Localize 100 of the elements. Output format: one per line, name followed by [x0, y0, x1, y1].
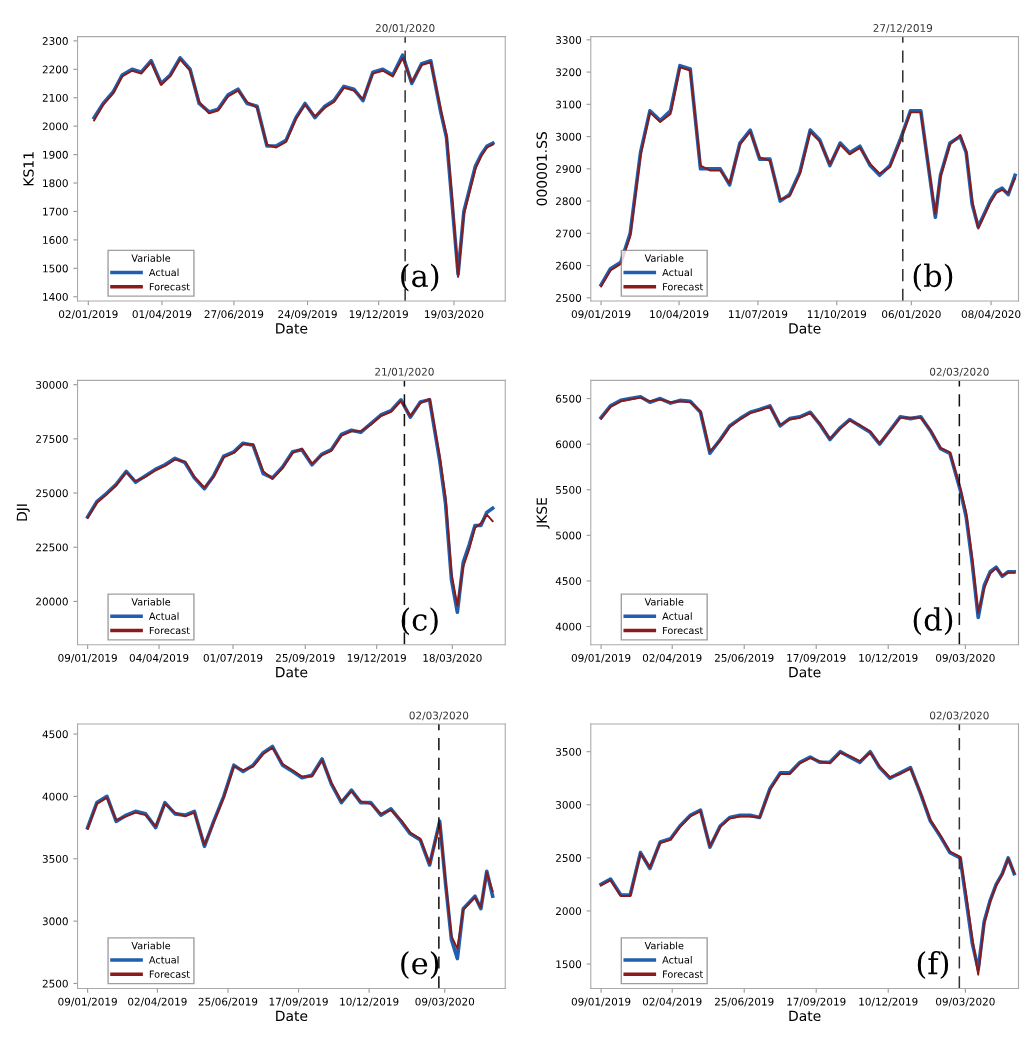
- x-tick-label: 09/01/2019: [58, 997, 117, 1007]
- y-tick-label: 2500: [556, 854, 582, 862]
- legend-label: Forecast: [663, 970, 704, 978]
- legend-label: Forecast: [149, 626, 190, 635]
- y-tick-label: 2500: [42, 979, 68, 988]
- legend-title: Variable: [131, 598, 171, 606]
- legend-title: Variable: [131, 254, 171, 262]
- y-tick-label: 1700: [43, 207, 68, 216]
- x-tick-label: 09/03/2020: [936, 653, 995, 663]
- y-tick-label: 5000: [556, 531, 582, 540]
- legend-title: Variable: [131, 941, 171, 950]
- annotation: (e): [401, 950, 439, 979]
- x-tick-label: 02/04/2019: [642, 653, 702, 663]
- y-tick-label: 3200: [556, 68, 582, 77]
- y-tick-label: 3000: [556, 800, 582, 809]
- y-tick-label: 4500: [42, 730, 68, 739]
- x-tick-label: 01/04/2019: [132, 310, 192, 319]
- y-axis-title: KS11: [23, 152, 34, 186]
- y-tick-label: 1600: [43, 236, 68, 244]
- y-tick-label: 22500: [36, 543, 68, 552]
- x-axis-title: Date: [276, 667, 308, 678]
- x-axis-title: Date: [789, 1010, 821, 1022]
- x-tick-label: 25/06/2019: [714, 653, 774, 663]
- y-tick-label: 3500: [556, 747, 582, 756]
- x-tick-label: 17/09/2019: [787, 997, 846, 1007]
- x-tick-label: 02/01/2019: [58, 310, 118, 319]
- y-tick-label: 6500: [555, 394, 582, 403]
- y-axis-title: DJI: [16, 504, 30, 521]
- y-tick-label: 3000: [556, 132, 582, 141]
- x-tick-label: 17/09/2019: [787, 653, 846, 663]
- legend-label: Forecast: [149, 283, 190, 291]
- y-tick-label: 25000: [36, 489, 68, 498]
- annotation: (f): [917, 950, 949, 979]
- legend-label: Actual: [148, 268, 179, 277]
- x-tick-label: 11/07/2019: [729, 310, 788, 319]
- x-tick-label: 09/03/2020: [415, 997, 475, 1007]
- x-tick-label: 04/04/2019: [129, 653, 189, 663]
- ref-line-label: 21/01/2020: [375, 367, 434, 377]
- ref-line-label: 20/01/2020: [375, 24, 435, 33]
- y-tick-label: 3100: [556, 100, 582, 109]
- x-tick-label: 01/07/2019: [203, 653, 263, 663]
- x-tick-label: 09/03/2020: [936, 997, 995, 1007]
- y-tick-label: 2200: [42, 65, 68, 74]
- y-tick-label: 2000: [556, 907, 582, 916]
- y-tick-label: 2000: [42, 122, 68, 131]
- x-tick-label: 08/04/2020: [961, 310, 1021, 319]
- x-tick-label: 25/06/2019: [198, 997, 258, 1007]
- x-tick-label: 25/09/2019: [276, 653, 335, 663]
- y-tick-label: 3300: [556, 36, 582, 44]
- x-tick-label: 25/06/2019: [714, 997, 774, 1007]
- y-tick-label: 20000: [36, 597, 68, 606]
- x-tick-label: 10/12/2019: [340, 997, 399, 1007]
- y-tick-label: 1500: [43, 264, 68, 273]
- annotation: (a): [401, 263, 439, 292]
- ref-line-label: 27/12/2019: [873, 24, 933, 33]
- x-tick-label: 09/01/2019: [571, 653, 631, 663]
- x-axis-title: Date: [276, 1010, 308, 1022]
- x-tick-label: 06/01/2020: [882, 310, 941, 319]
- legend-label: Forecast: [663, 283, 704, 291]
- y-tick-label: 1500: [556, 960, 582, 969]
- legend-title: Variable: [644, 941, 684, 950]
- x-axis-title: Date: [789, 667, 821, 678]
- x-tick-label: 10/04/2019: [650, 310, 709, 319]
- y-tick-label: 4500: [555, 577, 582, 586]
- x-tick-label: 19/12/2019: [349, 310, 408, 319]
- x-tick-label: 18/03/2020: [423, 653, 482, 663]
- legend-label: Actual: [662, 956, 692, 964]
- ref-line-label: 02/03/2020: [930, 711, 989, 721]
- y-tick-label: 2700: [556, 229, 582, 238]
- x-tick-label: 09/01/2019: [571, 997, 631, 1007]
- legend-label: Actual: [148, 612, 179, 620]
- ref-line-label: 02/03/2020: [409, 711, 469, 721]
- ref-line-label: 02/03/2020: [930, 367, 989, 377]
- y-tick-label: 5500: [556, 485, 582, 494]
- y-tick-label: 2800: [556, 197, 582, 206]
- y-axis-title: JKSE: [536, 498, 550, 529]
- annotation: (c): [401, 607, 438, 636]
- y-tick-label: 2900: [556, 165, 582, 173]
- x-axis-title: Date: [789, 323, 821, 334]
- x-tick-label: 09/01/2019: [58, 653, 117, 663]
- legend-label: Actual: [662, 612, 692, 620]
- x-tick-label: 27/06/2019: [204, 310, 264, 319]
- y-tick-label: 2600: [556, 261, 582, 270]
- y-tick-label: 3500: [42, 854, 68, 863]
- x-axis-title: Date: [276, 323, 308, 334]
- x-tick-label: 10/12/2019: [859, 997, 918, 1007]
- x-tick-label: 09/01/2019: [571, 310, 631, 319]
- x-tick-label: 17/09/2019: [269, 997, 328, 1007]
- x-tick-label: 11/10/2019: [807, 310, 867, 319]
- annotation: (b): [913, 263, 953, 292]
- y-tick-label: 1900: [43, 150, 68, 159]
- annotation: (d): [913, 607, 953, 636]
- y-tick-label: 30000: [36, 380, 68, 389]
- y-tick-label: 4000: [555, 622, 582, 631]
- legend-label: Actual: [148, 956, 179, 964]
- legend-label: Forecast: [663, 626, 704, 635]
- y-axis-title: 000001.SS: [536, 132, 548, 206]
- y-tick-label: 2300: [42, 37, 68, 45]
- legend-title: Variable: [644, 598, 684, 606]
- x-tick-label: 24/09/2019: [278, 310, 337, 319]
